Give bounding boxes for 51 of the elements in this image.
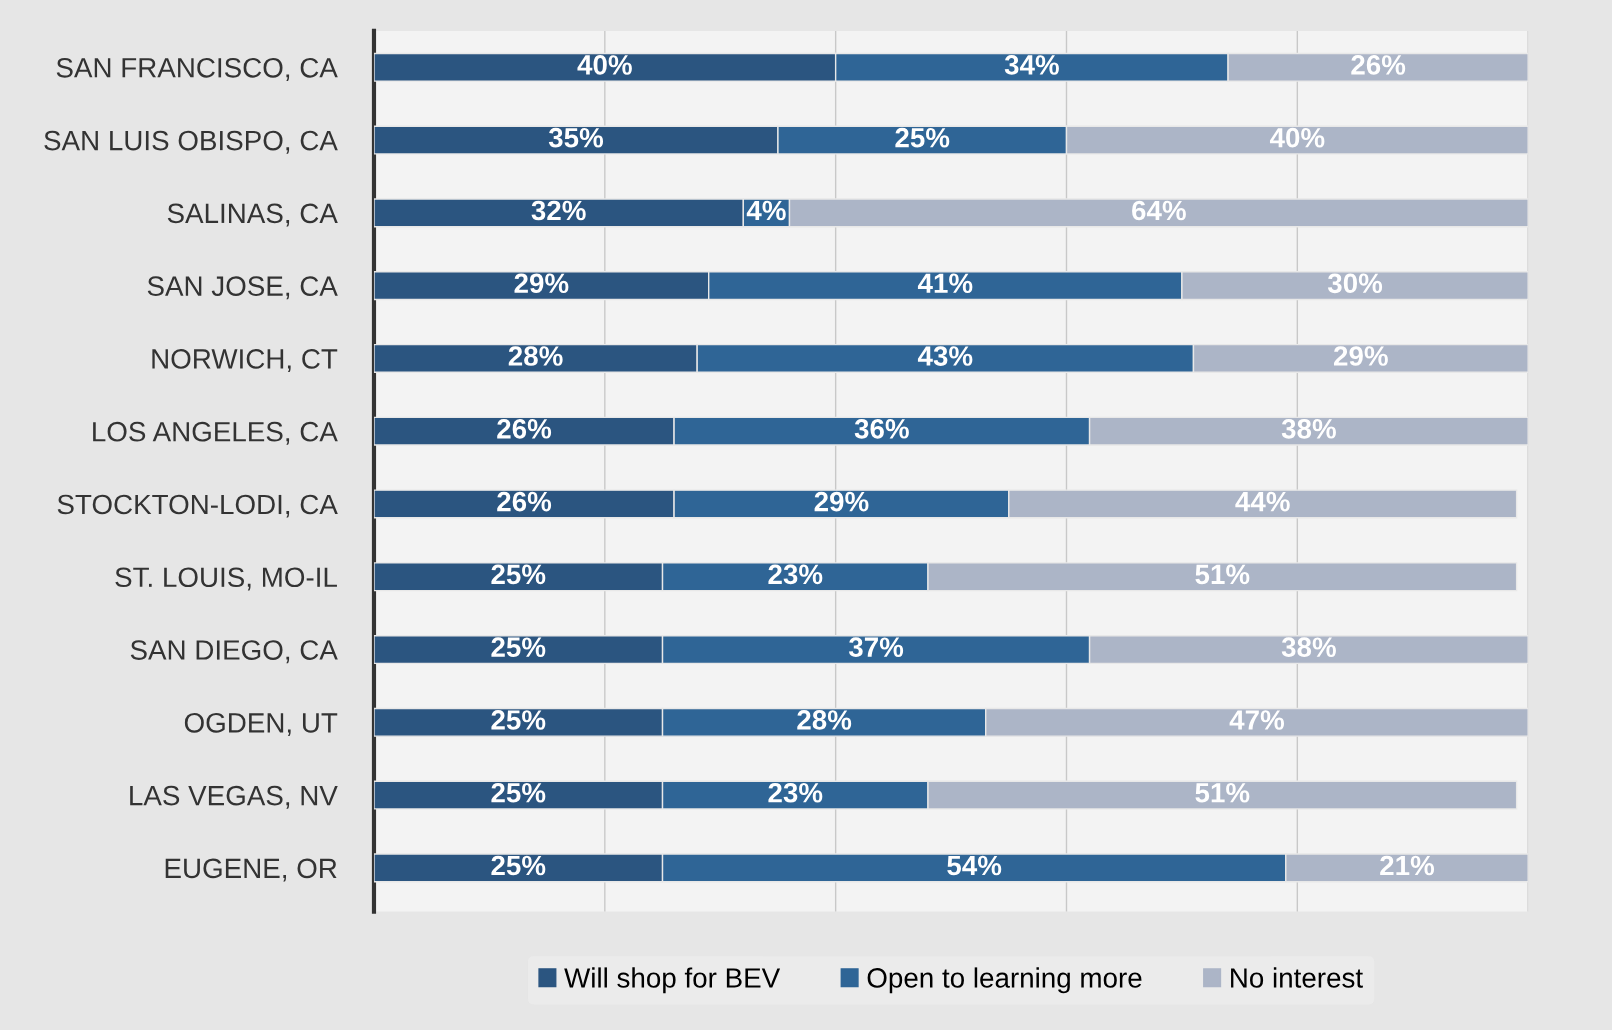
data-label: 23% — [768, 782, 823, 803]
data-label: 43% — [917, 346, 973, 366]
data-label: 25% — [491, 855, 546, 876]
data-label: 26% — [497, 491, 552, 512]
data-label: 38% — [1281, 418, 1336, 439]
legend-label: Will shop for BEV — [564, 967, 781, 994]
data-label: 29% — [1333, 346, 1388, 366]
data-label: 21% — [1380, 855, 1435, 876]
data-label: 51% — [1195, 782, 1250, 803]
data-label: 40% — [1269, 127, 1325, 148]
data-label: 25% — [491, 637, 546, 657]
data-label: 51% — [1195, 564, 1250, 585]
data-label: 23% — [768, 564, 823, 585]
data-label: 28% — [797, 710, 852, 730]
data-label: 26% — [497, 418, 552, 439]
y-tick-label: EUGENE, OR — [165, 858, 337, 882]
data-label: 40% — [577, 55, 632, 75]
data-label: 32% — [531, 200, 586, 221]
y-tick-label: LAS VEGAS, NV — [130, 785, 338, 809]
data-label: 30% — [1327, 273, 1383, 294]
y-tick-label: SAN JOSE, CA — [147, 276, 338, 300]
data-label: 28% — [508, 346, 563, 366]
legend-label: Open to learning more — [867, 967, 1142, 994]
data-label: 47% — [1229, 710, 1285, 730]
data-label: 29% — [514, 273, 569, 294]
y-tick-label: SAN FRANCISCO, CA — [56, 57, 338, 81]
data-label: 29% — [814, 491, 869, 512]
y-tick-label: OGDEN, UT — [184, 712, 338, 736]
data-label: 25% — [491, 564, 546, 585]
y-tick-label: SAN DIEGO, CA — [130, 640, 338, 664]
data-label: 25% — [491, 782, 546, 803]
data-label: 38% — [1281, 637, 1336, 658]
data-label: 64% — [1132, 200, 1186, 221]
data-label: 44% — [1235, 491, 1290, 512]
data-label: 54% — [947, 855, 1002, 876]
y-tick-label: NORWICH, CT — [152, 349, 338, 373]
data-label: 34% — [1004, 55, 1059, 75]
y-tick-label: SAN LUIS OBISPO, CA — [44, 130, 338, 154]
data-label: 37% — [848, 637, 904, 658]
data-label: 4% — [746, 200, 786, 221]
data-label: 41% — [917, 273, 973, 294]
data-label: 36% — [854, 418, 909, 439]
y-tick-label: ST. LOUIS, MO-IL — [115, 567, 337, 591]
y-tick-label: STOCKTON-LODI, CA — [57, 494, 338, 518]
data-label: 25% — [491, 710, 546, 730]
y-tick-label: LOS ANGELES, CA — [93, 421, 338, 445]
y-tick-label: SALINAS, CA — [167, 203, 338, 227]
data-label: 35% — [548, 127, 604, 148]
data-label: 25% — [895, 127, 950, 148]
legend-label: No interest — [1231, 967, 1363, 988]
data-label: 26% — [1351, 55, 1406, 75]
